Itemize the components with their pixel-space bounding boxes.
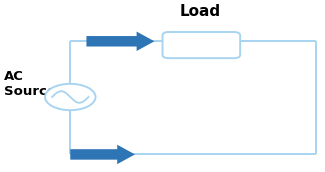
FancyBboxPatch shape	[162, 32, 240, 58]
FancyArrow shape	[86, 32, 154, 51]
Circle shape	[45, 84, 96, 110]
FancyArrow shape	[70, 145, 135, 164]
Text: Load: Load	[179, 4, 220, 19]
Text: AC
Source: AC Source	[4, 69, 56, 98]
